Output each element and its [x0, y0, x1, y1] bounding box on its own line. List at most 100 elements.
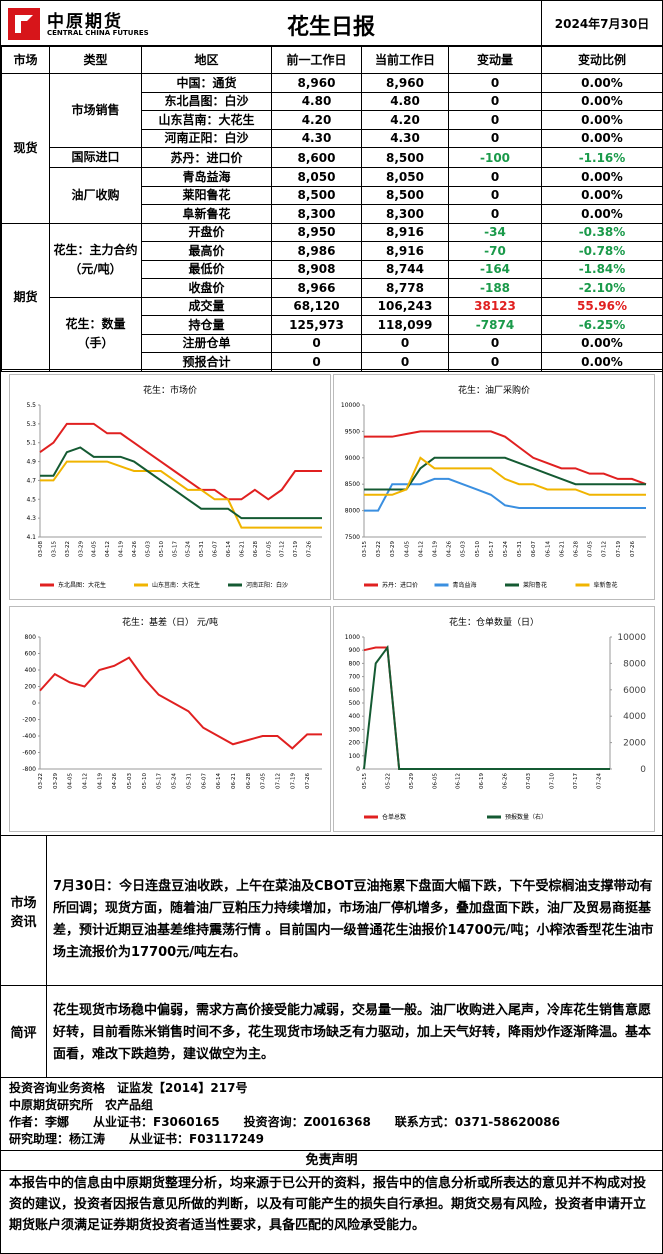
table-row: 山东莒南：大花生 4.20 4.20 0 0.00%: [2, 110, 663, 130]
y-tick-label: 0: [356, 766, 360, 773]
table-row: 河南正阳：白沙 4.30 4.30 0 0.00%: [2, 128, 663, 148]
value-cell: -188: [448, 278, 542, 298]
x-tick-label: 05-17: [157, 773, 163, 789]
value-cell: -0.38%: [541, 222, 663, 242]
footer-line: 研究助理：杨江涛 从业证书：F03117249: [9, 1132, 264, 1146]
legend-label: 河南正阳：白沙: [246, 581, 288, 589]
chart: 花生：油厂采购价 7500 8000 8500 9000 9500 10000 03-15 03…: [333, 374, 655, 600]
data-line: [40, 460, 322, 529]
x-tick-label: 06-21: [559, 541, 565, 557]
chart: 花生：市场价 4.1 4.3 4.5 4.7 4.9 5.1 5.3 5.5 03-08 03-15…: [9, 374, 331, 600]
x-tick-label: 05-03: [127, 773, 133, 789]
price-table: 市场 类型 地区 前一工作日 当前工作日 变动量 变动比例 现货 市场销售 中国：通货 8,960 8…: [1, 46, 663, 372]
value-cell: 8,916: [361, 241, 449, 261]
value-cell: 8,050: [271, 167, 362, 187]
value-cell: -34: [448, 222, 542, 242]
y-tick-label: 400: [25, 667, 37, 674]
market-cell: 期货: [1, 222, 50, 372]
y2-tick-label: 2000: [623, 739, 646, 749]
news-section: 市场资讯 7月30日：今日连盘豆油收跌，上午在菜油及CBOT豆油拖累下盘面大幅下…: [1, 836, 662, 986]
value-cell: 118,099: [361, 315, 449, 335]
y-tick-label: 0: [32, 700, 36, 707]
value-cell: 0.00%: [541, 333, 663, 353]
type-cell: 油厂收购: [49, 167, 142, 224]
y-tick-label: 5.5: [26, 402, 36, 409]
y-tick-label: 300: [349, 726, 361, 733]
value-cell: 阜新鲁花: [141, 204, 272, 224]
value-cell: 4.20: [271, 110, 362, 130]
value-cell: -164: [448, 259, 542, 279]
value-cell: 东北昌图：白沙: [141, 91, 272, 111]
data-line: [364, 456, 646, 491]
value-cell: 8,500: [361, 185, 449, 205]
y-tick-label: 4.5: [26, 496, 36, 503]
value-cell: 中国：通货: [141, 73, 272, 93]
footer: 投资咨询业务资格 证监发【2014】217号 中原期货研究所 农产品组 作者：李娜 …: [1, 1078, 662, 1151]
y-tick-label: 600: [349, 687, 361, 694]
table-row: 现货 市场销售 中国：通货 8,960 8,960 0 0.00%: [1, 73, 663, 224]
value-cell: 持仓量: [141, 315, 272, 335]
news-label: 市场资讯: [1, 836, 47, 985]
x-tick-label: 06-07: [531, 541, 537, 557]
x-tick-label: 06-28: [574, 541, 580, 557]
x-tick-label: 05-03: [145, 541, 151, 557]
header-row: 市场 类型 地区 前一工作日 当前工作日 变动量 变动比例: [1, 46, 663, 74]
x-tick-label: 03-15: [362, 541, 368, 557]
x-tick-label: 06-19: [479, 773, 485, 789]
x-tick-label: 04-05: [404, 541, 410, 557]
value-cell: 0: [448, 167, 542, 187]
y2-tick-label: 10000: [617, 633, 646, 643]
type-cell: 花生：数量（手）: [49, 296, 142, 372]
value-cell: -1.84%: [541, 259, 663, 279]
value-cell: 8,966: [271, 278, 362, 298]
value-cell: 0: [448, 91, 542, 111]
x-tick-label: 06-28: [246, 773, 252, 789]
value-cell: 4.80: [361, 91, 449, 111]
x-tick-label: 07-24: [596, 773, 602, 789]
x-tick-label: 06-21: [239, 541, 245, 557]
x-tick-label: 04-12: [83, 773, 89, 789]
y-tick-label: 8000: [345, 508, 360, 515]
data-line: [363, 646, 610, 770]
x-tick-label: 07-17: [573, 773, 579, 789]
chart-svg: 花生：基差（日） 元/吨 -800 -600 -400 -200 0 200 400 600 80…: [22, 616, 322, 789]
x-tick-label: 03-29: [390, 541, 396, 557]
value-cell: 8,744: [361, 259, 449, 279]
x-tick-label: 04-19: [119, 541, 125, 557]
value-cell: 0.00%: [541, 204, 663, 224]
value-cell: 8,916: [361, 222, 449, 242]
y-tick-label: 5.3: [26, 421, 36, 428]
y-tick-label: 900: [349, 647, 361, 654]
value-cell: 0: [448, 110, 542, 130]
value-cell: 4.30: [271, 128, 362, 148]
x-tick-label: 07-03: [526, 773, 532, 789]
x-tick-label: 05-31: [199, 541, 205, 557]
date: 2024年7月30日: [541, 1, 662, 46]
value-cell: 0: [448, 128, 542, 148]
charts: 花生：市场价 4.1 4.3 4.5 4.7 4.9 5.1 5.3 5.5 03-08 03-15…: [1, 369, 662, 836]
column-header: 地区: [141, 46, 272, 74]
value-cell: 68,120: [271, 296, 362, 316]
footer-line: 作者：李娜 从业证书：F3060165 投资咨询：Z0016368 联系方式：0…: [9, 1115, 560, 1129]
x-tick-label: 04-26: [447, 541, 453, 557]
y-tick-label: -400: [22, 733, 36, 740]
x-tick-label: 06-26: [503, 773, 509, 789]
chart-svg: 花生：油厂采购价 7500 8000 8500 9000 9500 10000 03-15 03…: [341, 384, 647, 589]
value-cell: 最低价: [141, 259, 272, 279]
value-cell: 8,908: [271, 259, 362, 279]
market-cell: 现货: [1, 73, 50, 224]
table-row: 花生：数量（手） 成交量 68,120 106,243 38123 55.96%: [2, 296, 663, 372]
value-cell: 成交量: [141, 296, 272, 316]
column-header: 类型: [49, 46, 142, 74]
table-row: 油厂收购 青岛益海 8,050 8,050 0 0.00%: [2, 167, 663, 224]
y2-tick-label: 8000: [623, 659, 646, 669]
x-tick-label: 07-19: [290, 773, 296, 789]
column-header: 当前工作日: [361, 46, 449, 74]
y2-tick-label: 4000: [623, 712, 646, 722]
value-cell: 0.00%: [541, 167, 663, 187]
legend-label: 仓单总数: [382, 813, 406, 821]
x-tick-label: 04-12: [418, 541, 424, 557]
chart-svg: 花生：市场价 4.1 4.3 4.5 4.7 4.9 5.1 5.3 5.5 03-08 03-15…: [26, 384, 322, 589]
y-tick-label: 8500: [345, 481, 360, 488]
x-tick-label: 07-26: [307, 541, 313, 557]
